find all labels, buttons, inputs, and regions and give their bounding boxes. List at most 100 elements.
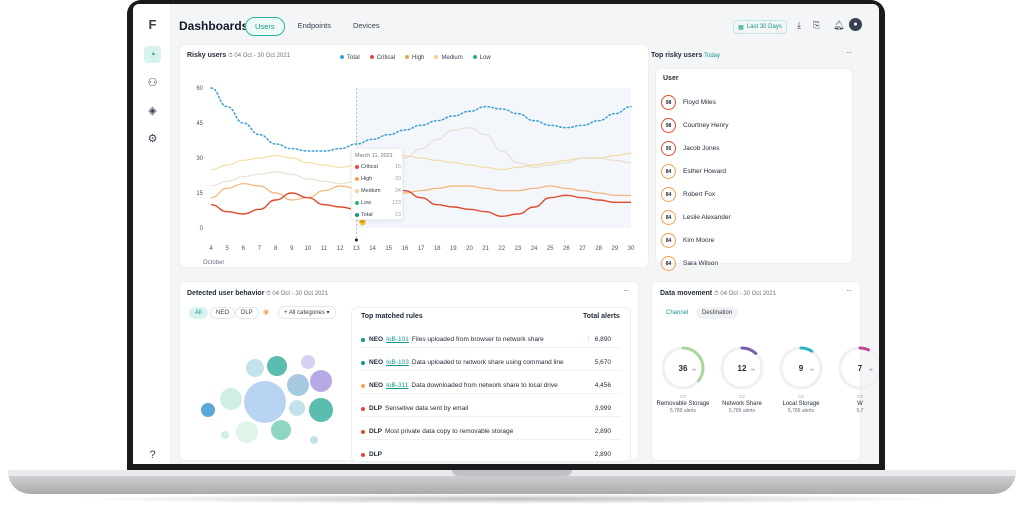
legend-low[interactable]: Low	[472, 55, 491, 61]
legend-total[interactable]: Total	[340, 55, 360, 61]
user-row[interactable]: 98 Floyd Miles	[661, 95, 716, 110]
ring-sub: 5,789 alerts	[669, 408, 697, 414]
rule-status-dot	[361, 383, 365, 388]
category-select[interactable]: + All categories ▾	[278, 306, 336, 319]
x-tick-label: 21	[482, 246, 489, 252]
date-range-button[interactable]: ▦ Last 30 Days	[733, 20, 787, 34]
x-tick-label: 7	[258, 246, 262, 252]
user-row[interactable]: 84 Sara Wilson	[661, 256, 718, 271]
series-line-high	[210, 183, 631, 201]
user-row[interactable]: 84 Esther Howard	[661, 164, 726, 179]
user-row[interactable]: 84 Robert Fox	[661, 187, 715, 202]
risk-score-badge: 84	[661, 164, 676, 179]
bell-icon[interactable]: 🔔︎	[833, 20, 845, 30]
tab-users[interactable]: Users	[245, 17, 285, 36]
y-tick-label: 60	[196, 86, 203, 92]
series-line-critical	[210, 187, 631, 218]
rule-text: Data uploaded to network share using com…	[411, 359, 564, 366]
bubble[interactable]	[267, 356, 287, 376]
legend-critical[interactable]: Critical	[369, 55, 395, 61]
rule-text: Sensetive data sent by email	[385, 405, 469, 412]
tab-channel[interactable]: Channel	[660, 307, 695, 319]
bubble[interactable]	[220, 388, 242, 410]
rule-row[interactable]: NEO IoB-103 Data uploaded to network share…	[361, 355, 621, 371]
tab-destination[interactable]: Destination	[696, 307, 739, 319]
risky-users-legend: Total Critical High Medium Low	[340, 55, 491, 61]
bubble[interactable]	[310, 370, 332, 392]
dashboard-icon[interactable]: ◔	[144, 46, 161, 63]
filter-all[interactable]: All	[189, 307, 208, 319]
user-row[interactable]: 98 Courtney Henry	[661, 118, 729, 133]
rule-alert-count: 5,670	[594, 359, 611, 366]
y-tick-label: 30	[196, 156, 203, 162]
risk-score-badge: 84	[661, 256, 676, 271]
rule-row[interactable]: DLP Sensetive data sent by email 3,999	[361, 401, 621, 417]
risk-score-badge: 95	[661, 141, 676, 156]
data-movement-title: Data movement	[660, 290, 713, 297]
legend-medium[interactable]: Medium	[434, 55, 463, 61]
bubble[interactable]	[244, 381, 286, 423]
channel-ring[interactable]: 7% ▭ W 5,7	[830, 344, 879, 414]
tooltip-date: March 11, 2021	[355, 153, 393, 159]
user-row[interactable]: 84 Kim Moore	[661, 233, 714, 248]
x-tick-label: 16	[402, 246, 409, 252]
gear-icon[interactable]: ⚙	[147, 133, 158, 145]
bubble[interactable]	[246, 359, 264, 377]
avatar-icon[interactable]: ●	[849, 18, 862, 31]
bookmark-icon[interactable]: ⎘	[813, 20, 821, 30]
user-row[interactable]: 84 Leslie Alexander	[661, 210, 731, 225]
tab-endpoints[interactable]: Endpoints	[297, 21, 331, 30]
bubble[interactable]	[287, 374, 309, 396]
user-column-header: User	[663, 75, 679, 82]
data-movement-menu-icon[interactable]: ···	[846, 286, 852, 295]
channel-ring[interactable]: 36% ▭ Removable Storage 5,789 alerts	[653, 344, 713, 414]
top-risky-menu-icon[interactable]: ···	[846, 48, 852, 57]
radar-icon[interactable]: ◉	[263, 309, 270, 316]
ring-label: W	[857, 401, 863, 407]
top-bar: Dashboards Users Endpoints Devices ▦ Las…	[171, 4, 879, 44]
rule-row[interactable]: DLP 2,890	[361, 447, 621, 463]
legend-high[interactable]: High	[405, 55, 424, 61]
rule-alert-count: 2,890	[594, 428, 611, 435]
filter-dlp[interactable]: DLP	[235, 307, 259, 319]
user-name: Robert Fox	[683, 191, 716, 198]
layers-icon[interactable]: ◈	[148, 105, 157, 117]
rule-ioc-link[interactable]: IoB-101	[386, 336, 409, 343]
bubble[interactable]	[271, 420, 291, 440]
x-tick-label: 9	[290, 246, 294, 252]
behavior-period-text: 04 Oct - 30 Oct 2021	[272, 291, 329, 297]
help-icon[interactable]: ?	[149, 448, 156, 461]
bubble[interactable]	[221, 431, 229, 439]
spy-icon[interactable]: ⚇	[147, 77, 158, 89]
rule-row[interactable]: DLP Most private data copy to removable s…	[361, 424, 621, 440]
rule-status-dot	[361, 406, 365, 411]
channel-ring[interactable]: 12% ▭ Network Share 5,789 alerts	[712, 344, 772, 414]
rule-row[interactable]: NEO IoB-311 Data downloaded from network s…	[361, 378, 621, 394]
behavior-menu-icon[interactable]: ···	[623, 286, 629, 295]
tab-devices[interactable]: Devices	[352, 21, 380, 30]
bubble[interactable]	[301, 355, 315, 369]
bubble[interactable]	[309, 398, 333, 422]
filter-neo[interactable]: NEO	[210, 307, 236, 319]
bubble[interactable]	[289, 400, 305, 416]
rule-status-dot	[361, 360, 365, 365]
ring-sub: 5,789 alerts	[787, 408, 815, 414]
x-tick-label: 30	[628, 246, 635, 252]
bubble-chart[interactable]	[191, 332, 341, 457]
ring-value: 7	[858, 364, 863, 373]
user-name: Esther Howard	[683, 168, 726, 175]
alerts-header: Total alerts	[583, 313, 620, 320]
x-tick-label: 20	[466, 246, 473, 252]
rule-ioc-link[interactable]: IoB-311	[386, 382, 409, 389]
user-row[interactable]: 95 Jacob Jones	[661, 141, 720, 156]
bubble[interactable]	[201, 403, 215, 417]
bubble[interactable]	[310, 436, 318, 444]
channel-ring[interactable]: 9% ▭ Local Storage 5,789 alerts	[771, 344, 831, 414]
rule-tag: NEO	[369, 336, 384, 343]
download-icon[interactable]: ⤓	[797, 20, 801, 30]
data-movement-period-text: 04 Oct - 30 Oct 2021	[720, 291, 777, 297]
bubble[interactable]	[236, 421, 258, 443]
rule-ioc-link[interactable]: IoB-103	[386, 359, 409, 366]
rule-row[interactable]: NEO IoB-101 Files uploaded from browser to…	[361, 332, 621, 348]
